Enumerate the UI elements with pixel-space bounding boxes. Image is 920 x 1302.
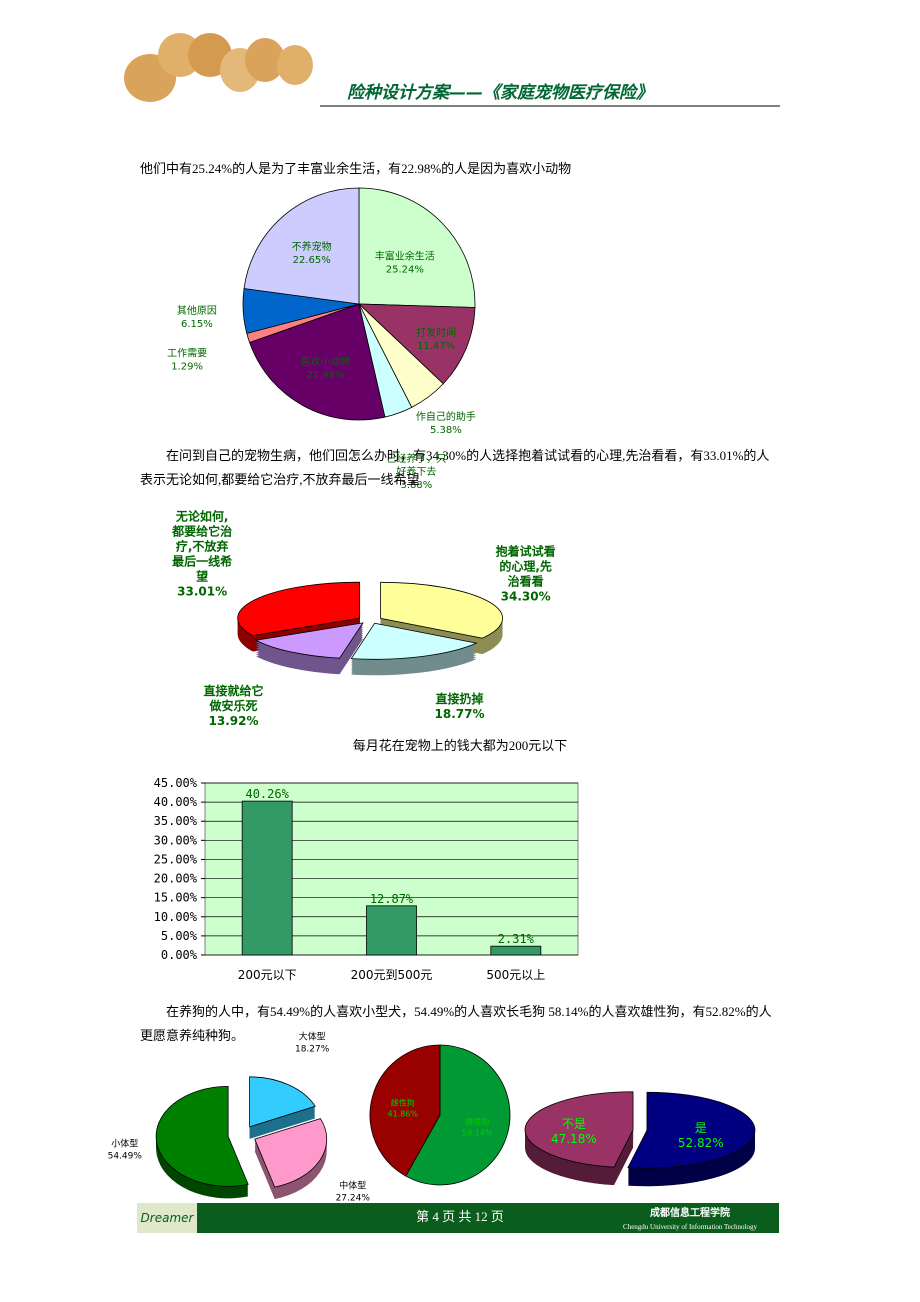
pie-label: 无论如何,都要给它治疗,不放弃最后一线希望 <box>171 509 232 584</box>
bar-value-label: 40.26% <box>245 787 289 801</box>
pie-slice <box>254 622 364 659</box>
paragraph: 他们中有25.24%的人是为了丰富业余生活，有22.98%的人是因为喜欢小动物 <box>140 161 572 176</box>
footer-school-en: Chengdu University of Information Techno… <box>623 1223 757 1231</box>
pie-slice <box>243 187 360 305</box>
pie-value-label: 27.24% <box>336 1194 371 1204</box>
y-tick-label: 45.00% <box>154 776 198 790</box>
pie-slice <box>358 187 476 308</box>
y-tick-label: 20.00% <box>154 872 198 886</box>
pie-slice <box>254 1118 328 1188</box>
pie-slice <box>369 1044 441 1177</box>
footer-page: 第 4 页 共 12 页 <box>416 1209 504 1224</box>
pie-label: 作自己的助手 <box>416 410 476 423</box>
chart-title: 每月花在宠物上的钱大都为200元以下 <box>353 738 568 753</box>
pie-label: 直接扔掉 <box>435 691 483 706</box>
pie-label: 丰富业余生活 <box>375 250 435 263</box>
footer-logo: Dreamer <box>141 1211 195 1225</box>
bar-value-label: 12.87% <box>370 892 414 906</box>
pie-value-label: 41.86% <box>387 1109 418 1118</box>
bar <box>490 945 542 956</box>
pie-label: 直接就给它做安乐死 <box>204 683 264 713</box>
pie-label: 不养宠物 <box>292 240 332 253</box>
pie-label: 抱着试试看的心理,先治看看 <box>496 543 556 588</box>
pie-label: 是 <box>695 1121 707 1135</box>
pie-value-label: 58.14% <box>462 1129 493 1138</box>
pie-value-label: 54.49% <box>108 1152 143 1162</box>
pie-slice <box>237 581 361 636</box>
pie-label: 其他原因 <box>177 304 217 317</box>
pie-value-label: 52.82% <box>678 1136 724 1150</box>
x-tick-label: 500元以上 <box>486 968 545 982</box>
pie-slice <box>380 581 503 639</box>
pie-slice <box>249 1076 316 1128</box>
pie-label: 中体型 <box>339 1180 366 1192</box>
footer-school: 成都信息工程学院 <box>650 1206 730 1219</box>
pie-label: 小体型 <box>111 1138 138 1150</box>
pie-value-label: 13.92% <box>209 714 259 728</box>
pie-value-label: 6.15% <box>181 319 213 330</box>
y-tick-label: 30.00% <box>154 833 198 847</box>
pie-value-label: 3.88% <box>401 480 433 491</box>
pie-label: 大体型 <box>299 1031 326 1043</box>
y-tick-label: 5.00% <box>161 929 198 943</box>
header-title: 险种设计方案——《家庭宠物医疗保险》 <box>347 83 653 103</box>
x-tick-label: 200元以下 <box>238 968 297 982</box>
y-tick-label: 25.00% <box>154 852 198 866</box>
pie-value-label: 5.38% <box>430 425 462 436</box>
y-tick-label: 15.00% <box>154 891 198 905</box>
bar-value-label: 2.31% <box>498 932 535 946</box>
pie-slice <box>524 1091 634 1168</box>
pie-slice <box>627 1091 756 1169</box>
footer-logo-box <box>137 1203 197 1233</box>
footer-bar <box>137 1203 779 1233</box>
pie-label: 喜欢小动物 <box>300 355 350 368</box>
pie-value-label: 33.01% <box>177 585 227 599</box>
pie-value-label: 22.65% <box>293 255 331 266</box>
y-tick-label: 10.00% <box>154 910 198 924</box>
paragraph: 在问到自己的宠物生病，他们回怎么办时，有34.30%的人选择抱着试试看的心理,先… <box>140 448 770 487</box>
pie-label: 雌性狗 <box>391 1097 415 1107</box>
pie-slice <box>357 303 476 385</box>
pie-chart: 雄性狗 58.14% 雌性狗 41.86% <box>369 1044 511 1186</box>
pie-value-label: 18.77% <box>435 707 485 721</box>
pie-value-label: 18.27% <box>295 1045 330 1055</box>
pie-label: 雄性狗 <box>465 1117 489 1127</box>
paragraph: 在养狗的人中，有54.49%的人喜欢小型犬，54.49%的人喜欢长毛狗 58.1… <box>140 1004 772 1043</box>
bar <box>241 800 293 956</box>
bar <box>366 905 417 956</box>
y-tick-label: 0.00% <box>161 948 198 962</box>
pie-value-label: 11.47% <box>417 341 455 352</box>
pie-value-label: 1.29% <box>171 362 203 373</box>
pie-slice <box>155 1085 249 1187</box>
pie-chart: 大体型 18.27% 中体型 27.24% 小体型 54.49% <box>108 1031 371 1204</box>
x-tick-label: 200元到500元 <box>351 968 433 982</box>
pie-slice <box>405 1044 511 1186</box>
y-tick-label: 35.00% <box>154 814 198 828</box>
pie-value-label: 34.30% <box>501 589 551 603</box>
pie-label: 不是 <box>562 1117 586 1131</box>
puppies <box>124 33 313 102</box>
pie-label: 工作需要 <box>167 348 207 360</box>
y-tick-label: 40.00% <box>154 795 198 809</box>
pie-label: 打发时间 <box>416 326 456 339</box>
pie-chart: 丰富业余生活 25.24% 打发时间 11.47% 作自己的助手 5.38% 已经养了，只好… <box>167 187 476 491</box>
pie-value-label: 47.18% <box>551 1132 597 1146</box>
pie-slice <box>350 622 478 660</box>
pie-label: 已经养了，只好养下去 <box>386 452 446 478</box>
pie-value-label: 25.24% <box>386 265 424 276</box>
pie-value-label: 22.98% <box>306 370 344 381</box>
pie-slice <box>249 303 386 421</box>
